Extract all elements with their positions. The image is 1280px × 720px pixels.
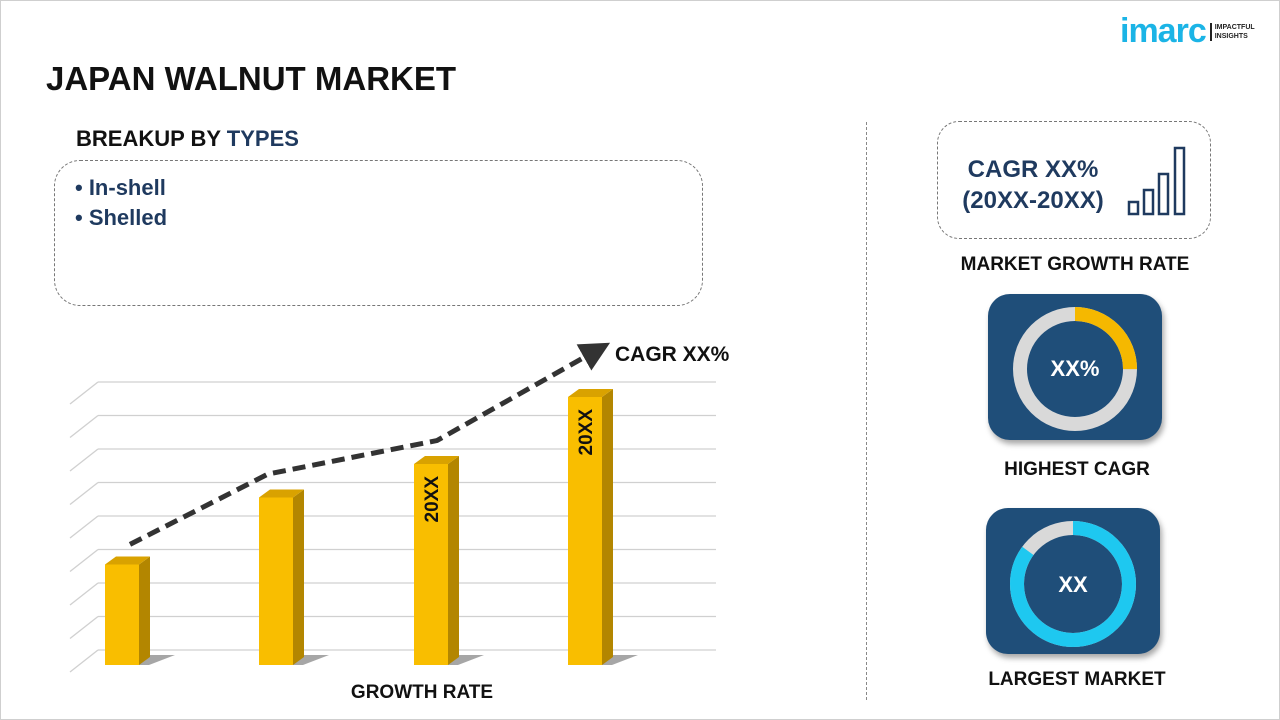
gridline-depth bbox=[69, 615, 99, 640]
bar bbox=[414, 464, 448, 665]
gridline-depth bbox=[69, 414, 99, 439]
gridline-depth bbox=[69, 381, 99, 405]
imarc-logo: imarc IMPACTFUL INSIGHTS bbox=[1120, 12, 1255, 50]
page-title: JAPAN WALNUT MARKET bbox=[46, 60, 457, 97]
bar-top bbox=[414, 456, 459, 464]
x-axis-label: GROWTH RATE bbox=[351, 682, 493, 703]
breakup-heading: BREAKUP BY TYPES bbox=[76, 126, 299, 151]
bar-label: 20XX bbox=[576, 409, 597, 456]
trend-line bbox=[128, 342, 611, 547]
bar-side bbox=[293, 489, 304, 665]
gridline-depth bbox=[69, 481, 99, 506]
market-growth-label: MARKET GROWTH RATE bbox=[960, 254, 1190, 275]
divider bbox=[866, 122, 867, 700]
bar-chart-growth-icon bbox=[1127, 146, 1186, 216]
bar bbox=[105, 564, 139, 665]
gridline-depth bbox=[69, 649, 99, 673]
bar-top bbox=[568, 389, 613, 397]
largest-market-label: LARGEST MARKET bbox=[988, 669, 1166, 690]
bar bbox=[568, 397, 602, 665]
list-item: • Shelled bbox=[75, 205, 168, 230]
bar-side bbox=[602, 389, 613, 665]
highest-cagr-card: XX% bbox=[988, 294, 1162, 440]
bar-top bbox=[105, 556, 150, 565]
list-item: • In-shell bbox=[75, 175, 166, 200]
gridline-depth bbox=[69, 448, 99, 472]
types-list: • In-shell • Shelled bbox=[54, 160, 703, 306]
growth-chart: 20XX 20XX CAGR XX% GROWTH RATE bbox=[69, 342, 730, 703]
bar bbox=[259, 497, 293, 665]
cagr-box: CAGR XX% (20XX-20XX) bbox=[937, 121, 1211, 239]
bar-label: 20XX bbox=[422, 476, 443, 523]
gridline-depth bbox=[69, 548, 99, 573]
gridline-depth bbox=[69, 582, 99, 606]
bar-side bbox=[448, 456, 459, 665]
largest-market-card: XX bbox=[986, 508, 1160, 654]
bar-side bbox=[139, 556, 150, 665]
highest-cagr-label: HIGHEST CAGR bbox=[1004, 459, 1150, 480]
bar-top bbox=[259, 489, 304, 498]
cagr-annotation: CAGR XX% bbox=[615, 343, 730, 366]
gridline-depth bbox=[69, 515, 99, 539]
